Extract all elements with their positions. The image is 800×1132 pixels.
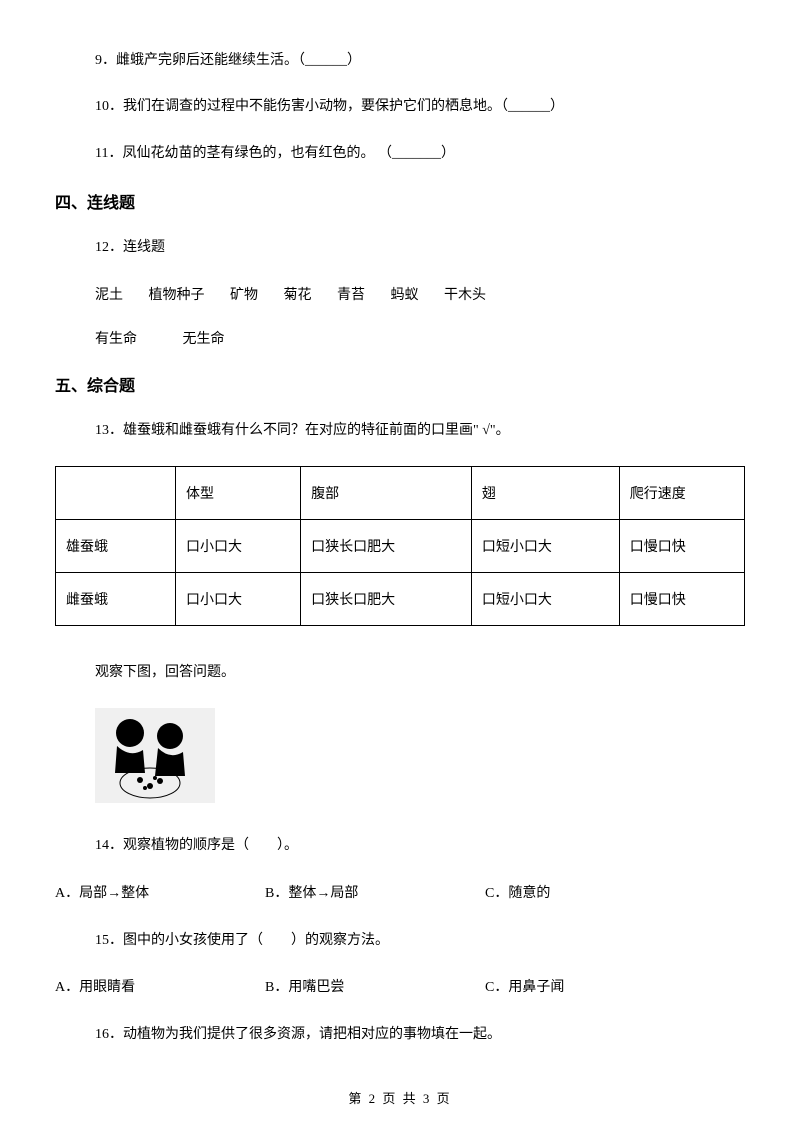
cell-male: 雄蚕蛾 <box>56 519 176 572</box>
question-15-options: A．用眼睛看 B．用嘴巴尝 C．用鼻子闻 <box>55 976 745 996</box>
header-body: 体型 <box>176 466 301 519</box>
question-13: 13．雄蚕蛾和雌蚕蛾有什么不同？在对应的特征前面的口里画" √"。 <box>55 420 745 442</box>
item-wood: 干木头 <box>444 288 486 303</box>
table-row: 雌蚕蛾 口小口大 口狭长口肥大 口短小口大 口慢口快 <box>56 572 745 625</box>
question-14-options: A．局部→整体 B．整体→局部 C．随意的 <box>55 882 745 902</box>
option-14c: C．随意的 <box>485 882 550 902</box>
cell-male-body: 口小口大 <box>176 519 301 572</box>
item-soil: 泥土 <box>95 288 123 303</box>
matching-items-row: 泥土 植物种子 矿物 菊花 青苔 蚂蚁 干木头 <box>55 284 745 304</box>
option-15c: C．用鼻子闻 <box>485 976 564 996</box>
option-15a: A．用眼睛看 <box>55 976 265 996</box>
header-speed: 爬行速度 <box>619 466 744 519</box>
header-empty <box>56 466 176 519</box>
item-chrysanthemum: 菊花 <box>284 288 312 303</box>
question-15: 15．图中的小女孩使用了（ ）的观察方法。 <box>55 930 745 952</box>
cell-male-speed: 口慢口快 <box>619 519 744 572</box>
page-footer: 第 2 页 共 3 页 <box>0 1088 800 1107</box>
item-moss: 青苔 <box>337 288 365 303</box>
option-15b: B．用嘴巴尝 <box>265 976 485 996</box>
cell-male-abdomen: 口狭长口肥大 <box>301 519 472 572</box>
children-icon <box>95 708 215 803</box>
question-11: 11．凤仙花幼苗的茎有绿色的，也有红色的。 （_______） <box>55 143 745 165</box>
cell-female-wings: 口短小口大 <box>471 572 619 625</box>
option-14b: B．整体→局部 <box>265 882 485 902</box>
item-ant: 蚂蚁 <box>391 288 419 303</box>
comparison-table: 体型 腹部 翅 爬行速度 雄蚕蛾 口小口大 口狭长口肥大 口短小口大 口慢口快 … <box>55 466 745 626</box>
cell-female: 雌蚕蛾 <box>56 572 176 625</box>
cell-female-speed: 口慢口快 <box>619 572 744 625</box>
question-14: 14．观察植物的顺序是（ ）。 <box>55 835 745 857</box>
header-wings: 翅 <box>471 466 619 519</box>
question-12: 12．连线题 <box>55 237 745 259</box>
cell-female-body: 口小口大 <box>176 572 301 625</box>
item-seeds: 植物种子 <box>149 288 205 303</box>
question-16: 16．动植物为我们提供了很多资源，请把相对应的事物填在一起。 <box>55 1024 745 1046</box>
category-nonliving: 无生命 <box>183 332 225 347</box>
observe-text: 观察下图，回答问题。 <box>55 662 745 684</box>
section-4-heading: 四、连线题 <box>55 189 745 213</box>
question-9: 9．雌蛾产完卵后还能继续生活。（______） <box>55 50 745 72</box>
header-abdomen: 腹部 <box>301 466 472 519</box>
section-5-heading: 五、综合题 <box>55 372 745 396</box>
cell-female-abdomen: 口狭长口肥大 <box>301 572 472 625</box>
table-header-row: 体型 腹部 翅 爬行速度 <box>56 466 745 519</box>
option-14a: A．局部→整体 <box>55 882 265 902</box>
item-mineral: 矿物 <box>230 288 258 303</box>
children-illustration <box>95 708 215 803</box>
cell-male-wings: 口短小口大 <box>471 519 619 572</box>
question-10: 10．我们在调查的过程中不能伤害小动物，要保护它们的栖息地。（______） <box>55 96 745 118</box>
category-living: 有生命 <box>95 332 137 347</box>
table-row: 雄蚕蛾 口小口大 口狭长口肥大 口短小口大 口慢口快 <box>56 519 745 572</box>
matching-categories-row: 有生命 无生命 <box>55 328 745 348</box>
